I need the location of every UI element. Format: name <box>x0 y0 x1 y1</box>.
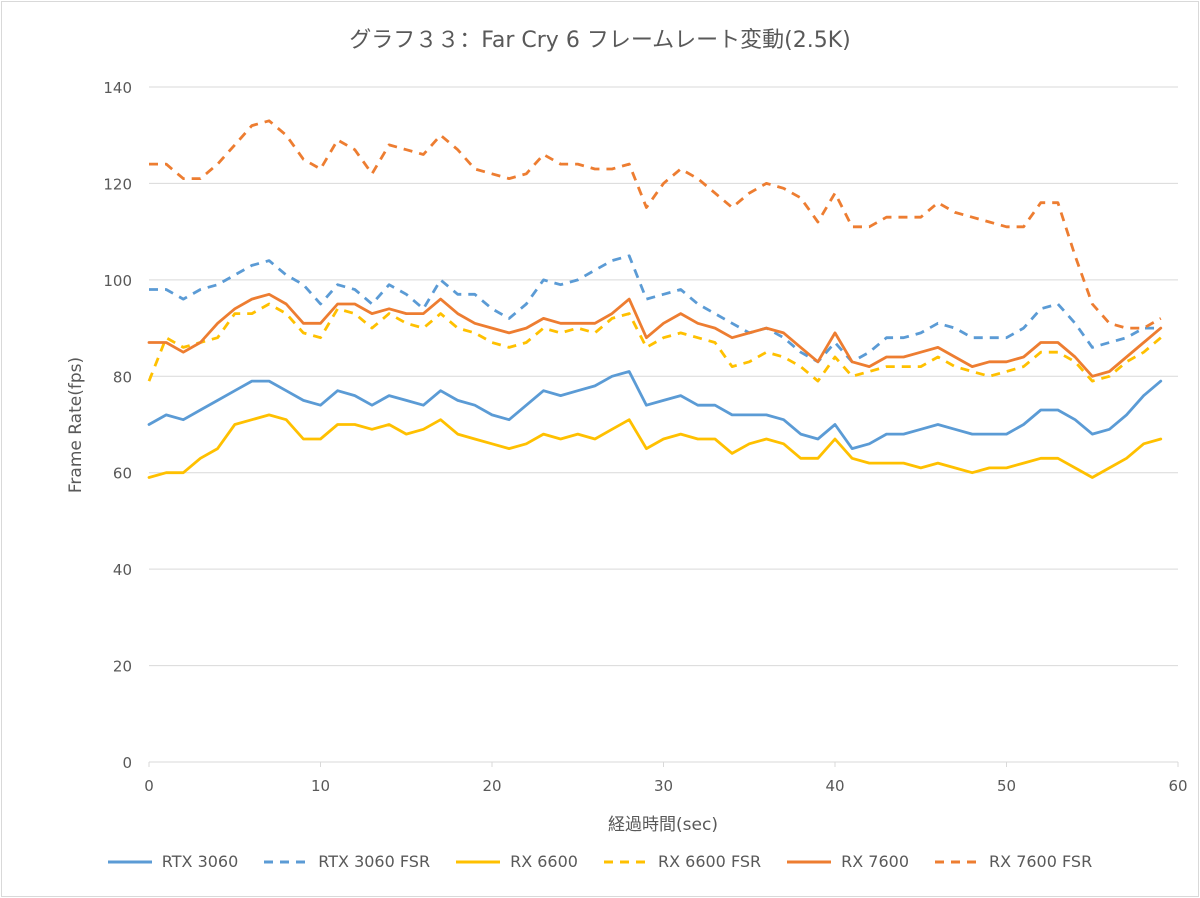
legend-label: RTX 3060 FSR <box>318 852 431 871</box>
y-tick-label: 20 <box>113 658 132 676</box>
legend-item-rx-7600-fsr: RX 7600 FSR <box>935 852 1092 871</box>
legend-item-rtx-3060: RTX 3060 <box>107 852 239 871</box>
legend-label: RX 7600 FSR <box>989 852 1093 871</box>
legend-swatch <box>107 860 152 863</box>
chart-title: グラフ３３：Far Cry 6 フレームレート変動(2.5K) <box>349 28 851 53</box>
x-tick-label: 40 <box>825 777 844 795</box>
x-axis-label: 経過時間(sec) <box>608 815 718 835</box>
series-line-rx-7600-fsr <box>149 119 1162 330</box>
y-tick-label: 0 <box>122 754 132 772</box>
series-line-rtx-3060-fsr <box>149 254 1161 364</box>
series-line-rx-7600 <box>147 292 1163 378</box>
x-tick-label: 30 <box>654 777 673 795</box>
legend-label: RX 6600 <box>510 852 578 871</box>
x-tick-label: 10 <box>311 777 330 795</box>
legend-label: RX 6600 FSR <box>657 852 762 871</box>
legend-item-rx-6600: RX 6600 <box>456 852 578 871</box>
legend-label: RTX 3060 <box>161 852 239 871</box>
series-line-rtx-3060 <box>147 370 1163 451</box>
series-line-rx-6600 <box>147 413 1163 479</box>
y-tick-label: 120 <box>103 175 132 193</box>
legend-swatch <box>935 860 980 863</box>
legend-swatch <box>603 860 648 863</box>
legend-item-rx-6600-fsr: RX 6600 FSR <box>603 852 762 871</box>
y-tick-label: 40 <box>113 561 132 579</box>
legend-item-rtx-3060-fsr: RTX 3060 FSR <box>264 852 430 871</box>
x-tick-label: 20 <box>482 777 501 795</box>
x-tick-label: 50 <box>997 777 1016 795</box>
x-tick-label: 0 <box>144 777 154 795</box>
legend-swatch <box>456 860 501 863</box>
y-tick-label: 100 <box>103 272 132 290</box>
y-tick-label: 60 <box>113 465 132 483</box>
legend: RTX 3060 RTX 3060 FSR RX 6600 RX 6600 FSR RX… <box>0 852 1200 871</box>
legend-label: RX 7600 <box>841 852 910 871</box>
y-tick-label: 80 <box>113 368 132 386</box>
series-line-rx-6600-fsr <box>147 302 1162 383</box>
x-tick-label: 60 <box>1168 777 1187 795</box>
y-tick-label: 140 <box>103 79 132 97</box>
legend-item-rx-7600: RX 7600 <box>787 852 909 871</box>
legend-swatch <box>787 860 832 863</box>
legend-swatch <box>264 860 309 863</box>
